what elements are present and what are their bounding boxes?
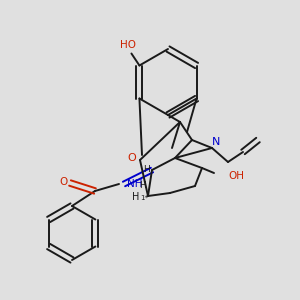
Text: N: N [212,137,220,147]
Text: H: H [132,192,140,202]
Text: O: O [128,153,136,163]
Text: O: O [59,177,67,187]
Text: H: H [142,166,149,175]
Text: OH: OH [228,171,244,181]
Text: 1*: 1* [140,195,148,201]
Text: NH: NH [127,179,142,189]
Text: HO: HO [120,40,136,50]
Text: H: H [139,181,145,190]
